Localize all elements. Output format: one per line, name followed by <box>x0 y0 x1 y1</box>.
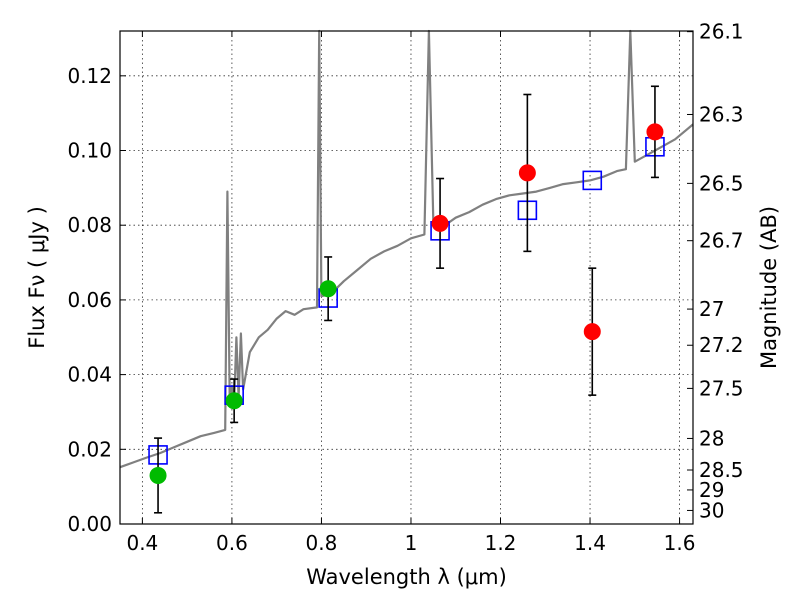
axis-ticks: 0.4 0.6 0.8 1 1.2 1.4 1.6 0.00 0.02 0.04 0.06 0.08 0… <box>67 20 743 555</box>
y2-tick-label: 26.7 <box>699 229 744 253</box>
y2-tick-label: 26.1 <box>699 20 744 44</box>
y2-tick-label: 28 <box>699 426 724 450</box>
x-tick-label: 0.4 <box>126 531 158 555</box>
y2-tick-label: 27 <box>699 297 724 321</box>
y2-tick-label: 29 <box>699 478 724 502</box>
observed-point <box>646 123 664 141</box>
data-points <box>148 85 665 514</box>
y2-tick-label: 28.5 <box>699 458 744 482</box>
observed-point <box>431 214 449 232</box>
y-tick-label: 0.10 <box>67 139 112 163</box>
y2-tick-label: 26.3 <box>699 102 744 126</box>
x-tick-label: 1.6 <box>664 531 696 555</box>
y2-tick-label: 27.5 <box>699 376 744 400</box>
x-tick-label: 0.8 <box>306 531 338 555</box>
observed-point <box>583 323 601 341</box>
x-tick-label: 1 <box>405 531 418 555</box>
x-axis-label: Wavelength λ (μm) <box>306 565 507 589</box>
model-spectrum <box>119 29 694 469</box>
observed-point <box>225 392 243 410</box>
y2-axis-label: Magnitude (AB) <box>757 206 781 369</box>
y-axis-label: Flux Fν ( μJy ) <box>25 206 49 349</box>
y-tick-label: 0.04 <box>67 363 112 387</box>
observed-point <box>319 280 337 298</box>
y2-tick-label: 27.2 <box>699 333 744 357</box>
y2-tick-label: 26.5 <box>699 171 744 195</box>
grid-lines <box>120 31 693 525</box>
y-tick-label: 0.00 <box>67 512 112 536</box>
x-tick-label: 1.2 <box>485 531 517 555</box>
observed-point <box>518 164 536 182</box>
model-square-marker <box>582 170 603 191</box>
x-tick-label: 1.4 <box>574 531 606 555</box>
x-tick-label: 0.6 <box>216 531 248 555</box>
y-tick-label: 0.12 <box>67 64 112 88</box>
y2-tick-label: 30 <box>699 498 724 522</box>
plot-frame <box>119 30 694 525</box>
y-tick-label: 0.06 <box>67 288 112 312</box>
y-tick-label: 0.08 <box>67 213 112 237</box>
observed-point <box>149 466 167 484</box>
spectrum-line <box>119 29 694 469</box>
y-tick-label: 0.02 <box>67 437 112 461</box>
